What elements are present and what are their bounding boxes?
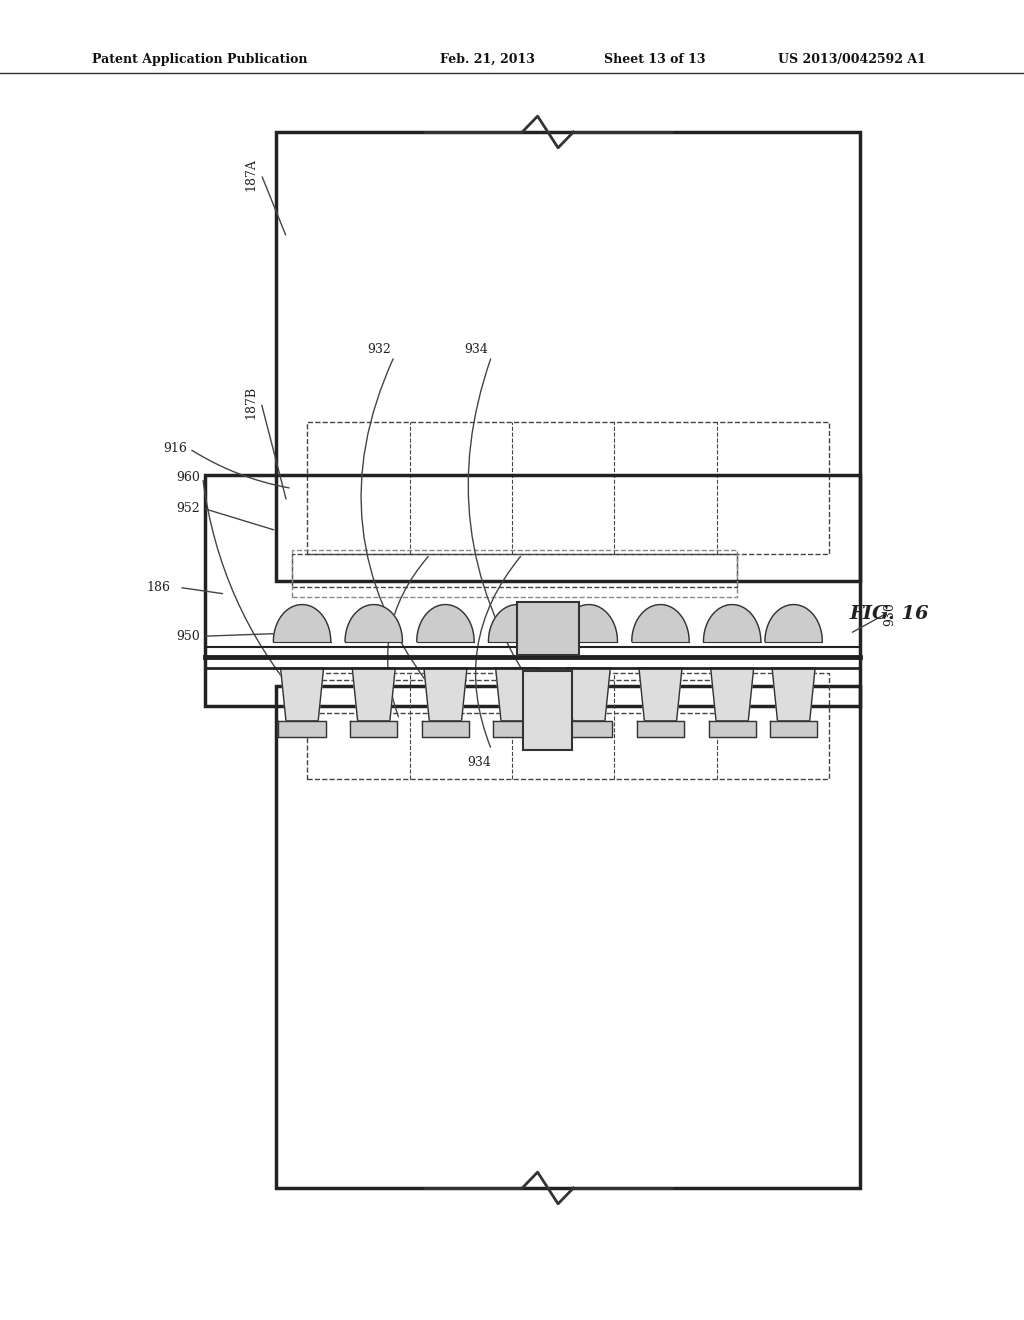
Polygon shape [565,721,612,737]
Text: Patent Application Publication: Patent Application Publication [92,53,307,66]
Polygon shape [639,668,682,721]
Text: 930: 930 [884,602,897,626]
Polygon shape [496,668,539,721]
Text: 932: 932 [367,343,391,356]
Polygon shape [494,721,541,737]
Polygon shape [488,605,546,642]
Text: 916: 916 [164,442,187,455]
Text: US 2013/0042592 A1: US 2013/0042592 A1 [778,53,926,66]
Polygon shape [567,668,610,721]
Text: 960: 960 [176,471,200,484]
Polygon shape [281,668,324,721]
FancyBboxPatch shape [517,602,579,655]
Polygon shape [637,721,684,737]
Text: 186: 186 [146,581,171,594]
Polygon shape [422,721,469,737]
Polygon shape [279,721,326,737]
Text: Sheet 13 of 13: Sheet 13 of 13 [604,53,706,66]
Polygon shape [352,668,395,721]
Text: FIG. 16: FIG. 16 [850,605,930,623]
Polygon shape [424,668,467,721]
FancyBboxPatch shape [523,671,572,750]
Polygon shape [703,605,761,642]
Text: 950: 950 [176,630,200,643]
Polygon shape [632,605,689,642]
Polygon shape [765,605,822,642]
Polygon shape [560,605,617,642]
Polygon shape [273,605,331,642]
Text: 187B: 187B [245,385,257,420]
Polygon shape [350,721,397,737]
Text: 952: 952 [176,502,200,515]
Polygon shape [770,721,817,737]
Text: Feb. 21, 2013: Feb. 21, 2013 [440,53,536,66]
Text: 187A: 187A [245,158,257,190]
Polygon shape [345,605,402,642]
Polygon shape [711,668,754,721]
Polygon shape [709,721,756,737]
Text: 934: 934 [467,756,492,770]
Text: 932: 932 [372,726,396,739]
Polygon shape [772,668,815,721]
Text: 934: 934 [464,343,488,356]
Polygon shape [417,605,474,642]
